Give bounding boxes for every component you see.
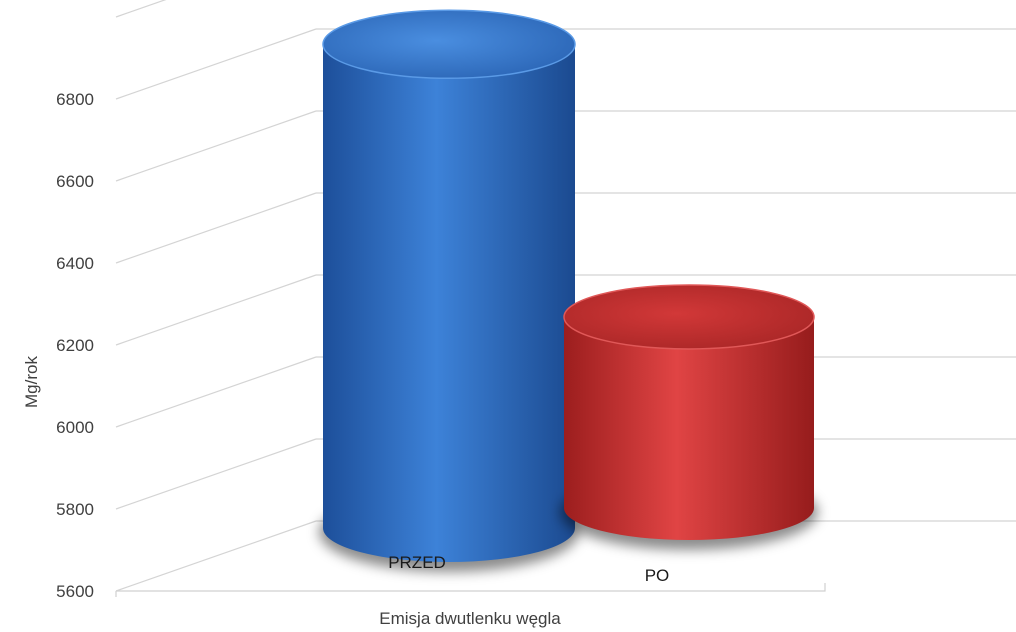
category-labels: PRZED PO — [388, 553, 669, 585]
gridline-diagonal — [115, 356, 317, 428]
chart-floor — [115, 583, 826, 597]
gridline-diagonal — [115, 192, 317, 264]
gridline-diagonal — [115, 0, 167, 18]
y-tick-label: 6400 — [56, 254, 94, 273]
category-label: PO — [645, 566, 670, 585]
bar-po — [560, 284, 818, 550]
bar-top — [563, 284, 815, 350]
y-tick-label: 6000 — [56, 418, 94, 437]
y-axis-title: Mg/rok — [22, 356, 41, 408]
bar-przed — [319, 9, 579, 572]
y-tick-label: 6800 — [56, 90, 94, 109]
y-tick-label: 5600 — [56, 582, 94, 601]
category-label: PRZED — [388, 553, 446, 572]
y-tick-label: 6600 — [56, 172, 94, 191]
bar-top — [322, 9, 576, 80]
x-axis-line — [116, 583, 826, 592]
bars — [319, 9, 818, 572]
y-tick-label: 5800 — [56, 500, 94, 519]
gridline-diagonal — [115, 110, 317, 182]
gridline-diagonal — [115, 274, 317, 346]
x-axis-title: Emisja dwutlenku węgla — [379, 609, 561, 628]
gridline-diagonal — [115, 438, 317, 510]
y-axis-ticks: 5600 5800 6000 6200 6400 6600 6800 — [56, 90, 94, 601]
gridline-diagonal — [115, 520, 317, 592]
gridline-diagonal — [115, 28, 317, 100]
bar-body — [323, 44, 575, 563]
y-tick-label: 6200 — [56, 336, 94, 355]
bar-body — [564, 316, 814, 540]
